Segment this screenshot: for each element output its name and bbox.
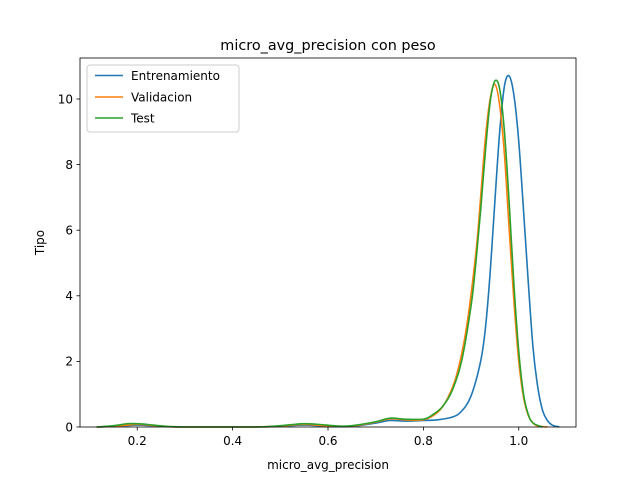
legend-label-test: Test [130, 112, 155, 126]
x-tick-label: 0.8 [414, 434, 433, 448]
y-tick-label: 8 [65, 158, 73, 172]
chart-title: micro_avg_precision con peso [220, 38, 436, 54]
x-tick-label: 0.4 [223, 434, 242, 448]
legend-box [86, 64, 240, 133]
y-axis-label: Tipo [33, 230, 47, 256]
y-tick-label: 6 [65, 224, 73, 238]
legend-label-entrenamiento: Entrenamiento [131, 69, 220, 83]
x-axis-label: micro_avg_precision [267, 458, 389, 472]
y-tick-label: 4 [65, 289, 73, 303]
legend: Entrenamiento Validacion Test [86, 64, 240, 133]
x-tick-label: 1.0 [509, 434, 528, 448]
x-axis-ticks: 0.2 0.4 0.6 0.8 1.0 [128, 427, 528, 448]
legend-label-validacion: Validacion [131, 91, 192, 105]
x-tick-label: 0.6 [318, 434, 337, 448]
y-tick-label: 0 [65, 420, 73, 434]
y-tick-label: 10 [58, 92, 73, 106]
x-tick-label: 0.2 [128, 434, 147, 448]
y-tick-label: 2 [65, 355, 73, 369]
y-axis-ticks: 0 2 4 6 8 10 [58, 92, 80, 434]
